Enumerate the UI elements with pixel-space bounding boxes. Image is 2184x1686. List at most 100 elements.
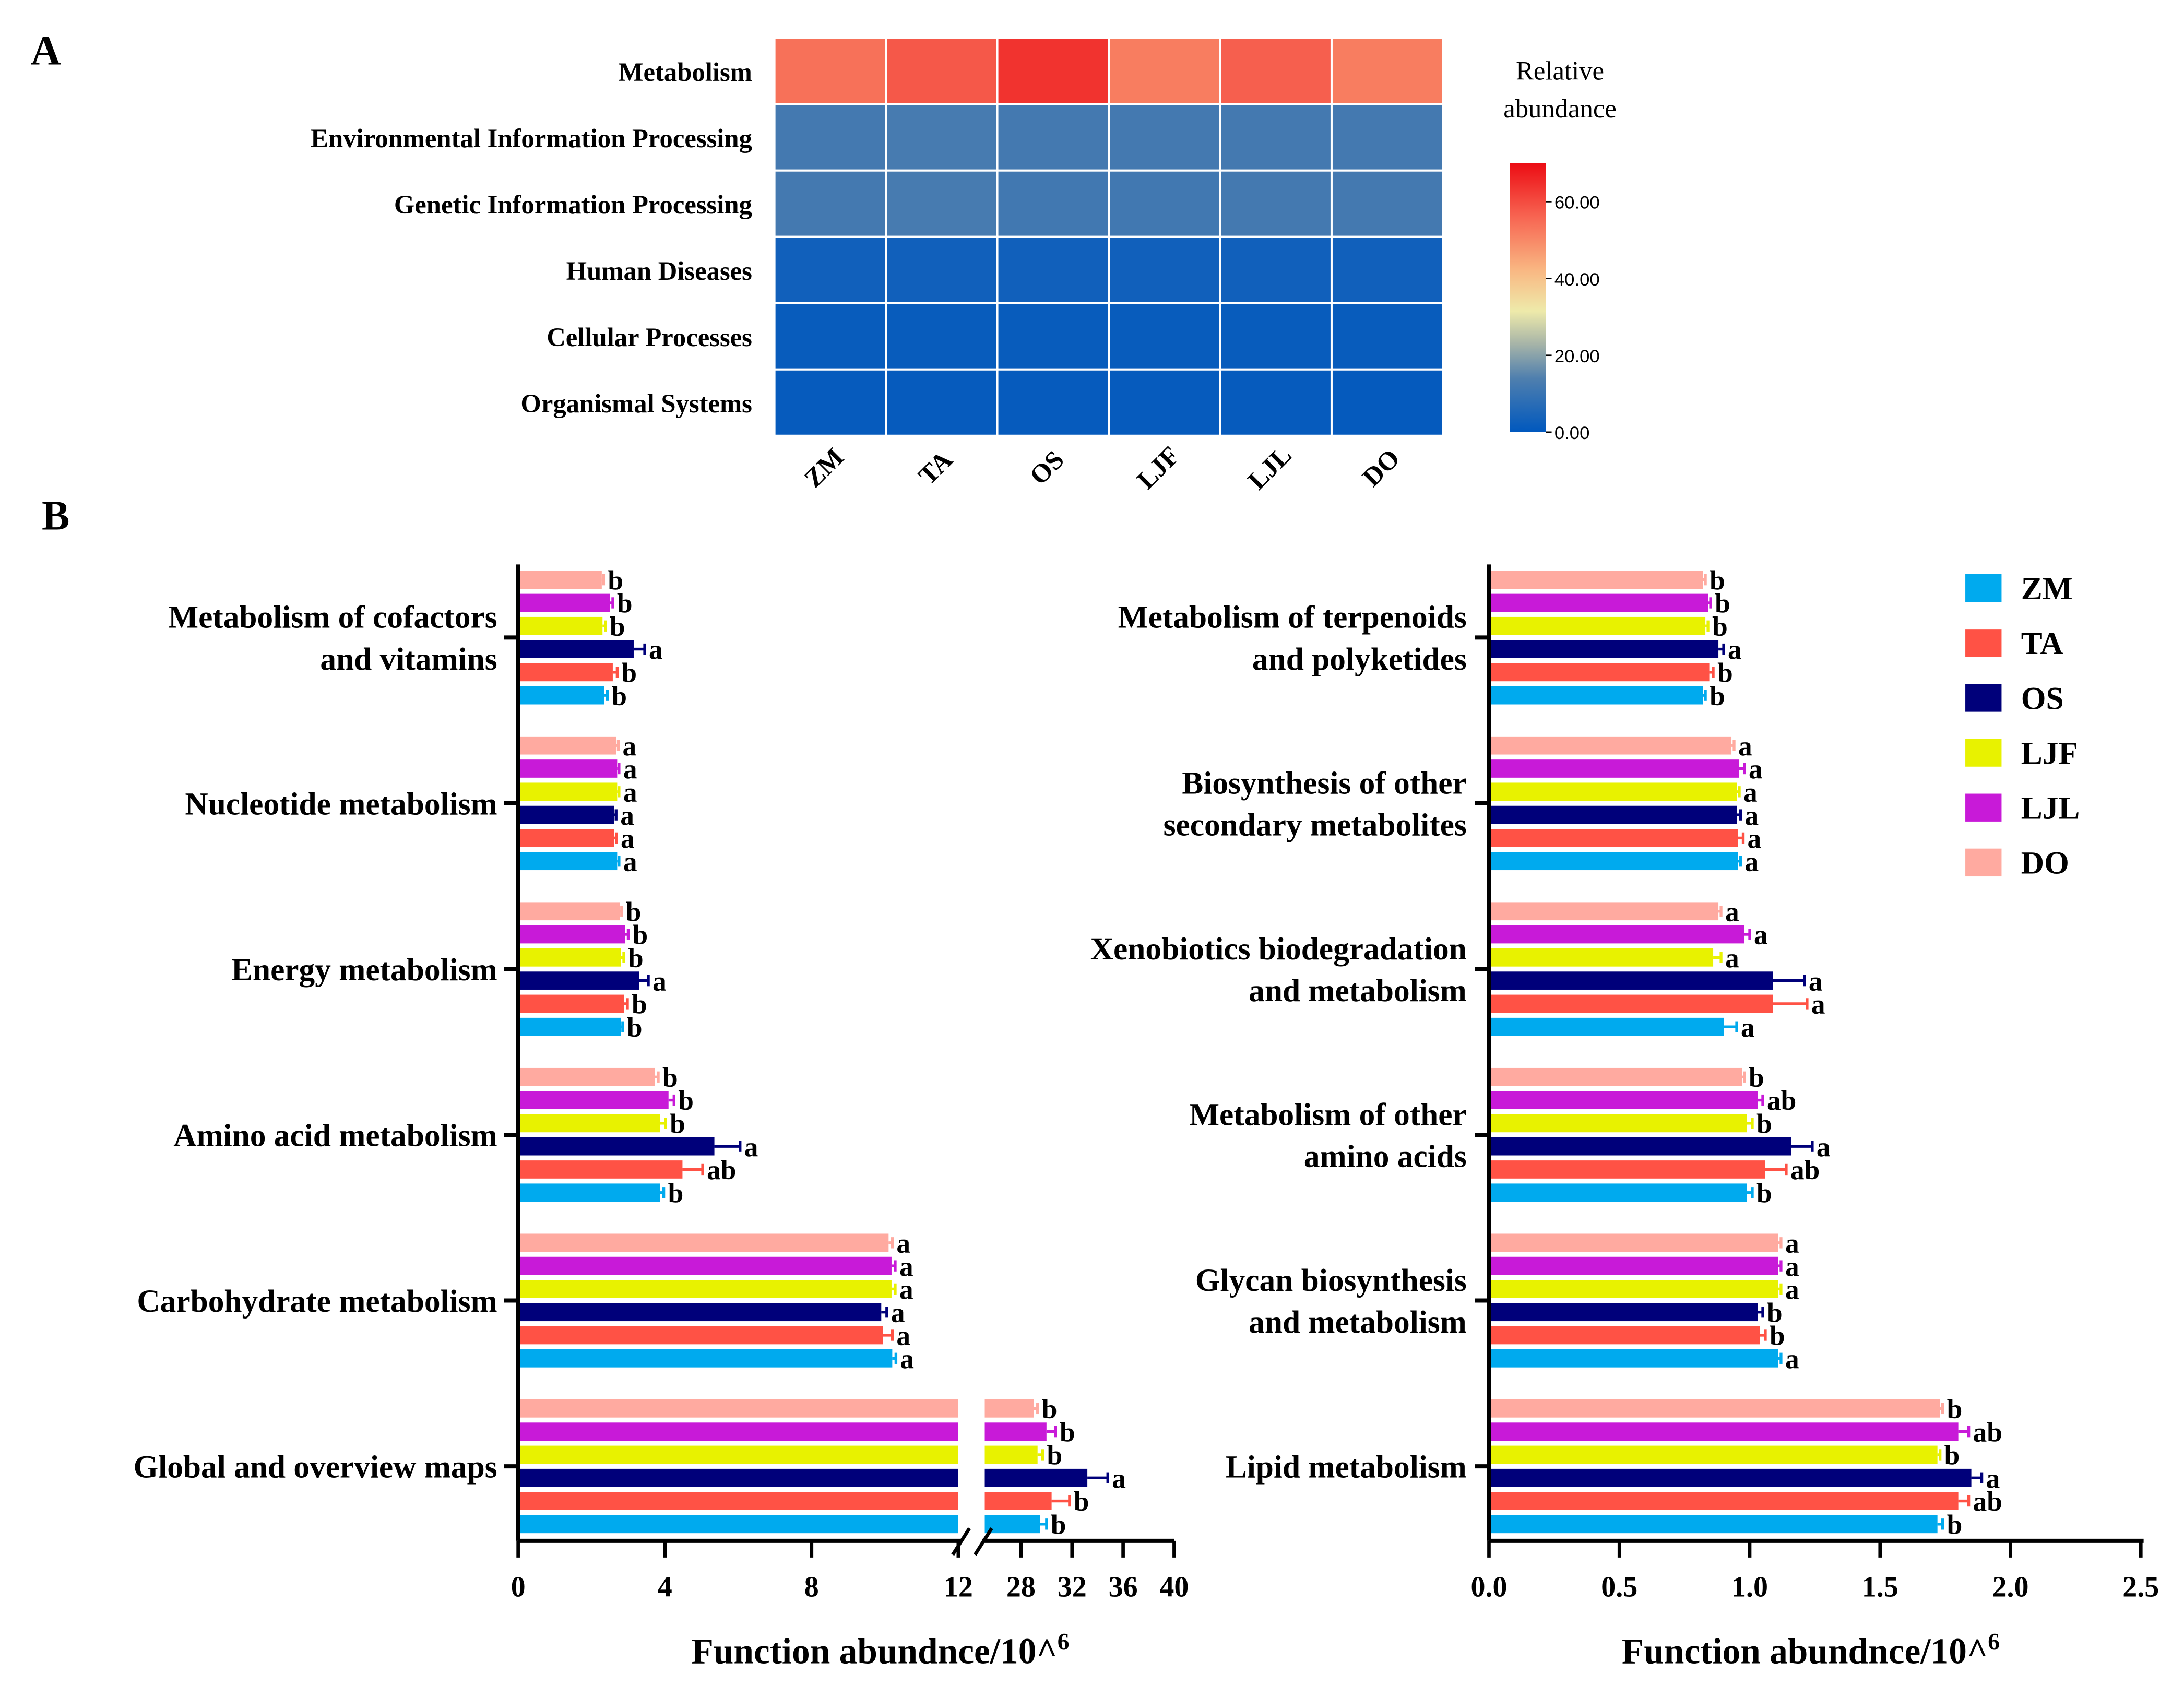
bar bbox=[1489, 1256, 1778, 1275]
heatmap-row-label: Cellular Processes bbox=[547, 323, 752, 352]
heatmap-cell bbox=[885, 235, 999, 304]
heatmap-cell bbox=[1330, 103, 1444, 172]
significance-letter: b bbox=[1710, 680, 1725, 711]
colorbar-title-line1: Relative bbox=[1516, 56, 1604, 86]
bar bbox=[1489, 640, 1719, 658]
heatmap-cell bbox=[1108, 103, 1221, 172]
significance-letter: a bbox=[891, 1297, 905, 1328]
legend-swatch-ljf bbox=[1965, 739, 2002, 767]
significance-letter: a bbox=[896, 1320, 910, 1351]
x-tick-label: 28 bbox=[1006, 1571, 1036, 1604]
heatmap-cell bbox=[1219, 368, 1333, 437]
bar bbox=[1489, 571, 1703, 589]
bar bbox=[1489, 1303, 1758, 1322]
bar bbox=[518, 1160, 683, 1179]
bar bbox=[1489, 1445, 1938, 1464]
bar bbox=[518, 1114, 660, 1133]
x-tick-label: 1.0 bbox=[1731, 1571, 1768, 1604]
significance-letter: b bbox=[1944, 1440, 1960, 1471]
bar bbox=[518, 640, 634, 658]
category-label: Lipid metabolism bbox=[1226, 1449, 1467, 1485]
x-tick-label: 36 bbox=[1109, 1571, 1138, 1604]
x-tick-label: 0.5 bbox=[1601, 1571, 1637, 1604]
significance-letter: b bbox=[1710, 564, 1725, 596]
bar bbox=[1489, 1422, 1959, 1441]
significance-letter: a bbox=[1754, 919, 1768, 951]
significance-letter: b bbox=[632, 989, 647, 1020]
heatmap-cell bbox=[773, 103, 887, 172]
bar bbox=[518, 1422, 958, 1441]
bar bbox=[1489, 1137, 1791, 1156]
category-label: and metabolism bbox=[1249, 1304, 1467, 1340]
category-label: Global and overview maps bbox=[133, 1449, 497, 1485]
x-axis-label-text: Function abundnce/10^ bbox=[1622, 1632, 1988, 1672]
significance-letter: a bbox=[1749, 753, 1763, 785]
significance-letter: ab bbox=[1790, 1154, 1820, 1185]
bar bbox=[518, 759, 618, 778]
legend-swatch-zm bbox=[1965, 574, 2002, 602]
heatmap-column-label: LJF bbox=[1131, 441, 1185, 494]
significance-letter: a bbox=[621, 823, 635, 854]
category-label: Glycan biosynthesis bbox=[1195, 1263, 1467, 1298]
significance-letter: a bbox=[1728, 634, 1742, 665]
category-label: and vitamins bbox=[320, 642, 497, 677]
colorbar-title-line2: abundance bbox=[1503, 94, 1617, 123]
heatmap-cell bbox=[1330, 169, 1444, 238]
significance-letter: b bbox=[608, 564, 623, 596]
significance-letter: a bbox=[620, 800, 634, 831]
bar bbox=[518, 1256, 892, 1275]
bar bbox=[1489, 994, 1773, 1013]
legend-swatch-os bbox=[1965, 684, 2002, 712]
bar bbox=[518, 1326, 883, 1345]
x-tick-label: 32 bbox=[1058, 1571, 1087, 1604]
category-label: Amino acid metabolism bbox=[173, 1118, 497, 1153]
legend: ZM TA OS LJF LJL DO bbox=[1965, 571, 2080, 881]
legend-label-os: OS bbox=[2021, 681, 2064, 716]
heatmap-cell bbox=[773, 169, 887, 238]
bar bbox=[518, 571, 602, 589]
significance-letter: b bbox=[662, 1062, 678, 1093]
heatmap-column-label: DO bbox=[1357, 443, 1405, 492]
axis-break-mark bbox=[951, 1527, 971, 1556]
bar bbox=[518, 663, 613, 682]
significance-letter: a bbox=[1748, 823, 1762, 854]
bar bbox=[984, 1399, 1034, 1418]
bar bbox=[518, 805, 614, 824]
category-label: Metabolism of terpenoids bbox=[1118, 600, 1467, 635]
heatmap-cell bbox=[773, 302, 887, 371]
heatmap-column-label: ZM bbox=[799, 442, 849, 493]
significance-letter: b bbox=[1767, 1297, 1783, 1328]
significance-letter: ab bbox=[1767, 1085, 1796, 1116]
heatmap-row-label: Organismal Systems bbox=[520, 389, 752, 418]
bar bbox=[1489, 925, 1745, 944]
bar bbox=[518, 1399, 958, 1418]
heatmap-cell bbox=[996, 103, 1110, 172]
axis-break-gap bbox=[961, 1393, 982, 1547]
bar bbox=[1489, 782, 1737, 801]
significance-letter: a bbox=[623, 776, 637, 808]
significance-letter: b bbox=[617, 588, 633, 619]
bar bbox=[518, 1515, 958, 1534]
significance-letter: ab bbox=[707, 1154, 736, 1185]
significance-letter: b bbox=[1042, 1393, 1058, 1424]
significance-letter: a bbox=[622, 730, 636, 762]
bar bbox=[1489, 1067, 1742, 1086]
heatmap-cell bbox=[1219, 103, 1333, 172]
bar bbox=[518, 1017, 621, 1036]
significance-letter: a bbox=[1741, 1012, 1755, 1043]
bar bbox=[1489, 616, 1706, 635]
heatmap-cell bbox=[885, 368, 999, 437]
category-label: and metabolism bbox=[1249, 973, 1467, 1008]
x-tick-label: 1.5 bbox=[1862, 1571, 1898, 1604]
significance-letter: a bbox=[1725, 942, 1739, 973]
bar bbox=[518, 971, 639, 990]
heatmap-cell bbox=[1330, 302, 1444, 371]
colorbar-tick-label: 0.00 bbox=[1554, 423, 1589, 443]
heatmap-cell bbox=[773, 37, 887, 105]
significance-letter: b bbox=[1756, 1108, 1772, 1139]
bar bbox=[1489, 686, 1703, 705]
significance-letter: b bbox=[626, 896, 642, 927]
bar bbox=[518, 1067, 655, 1086]
